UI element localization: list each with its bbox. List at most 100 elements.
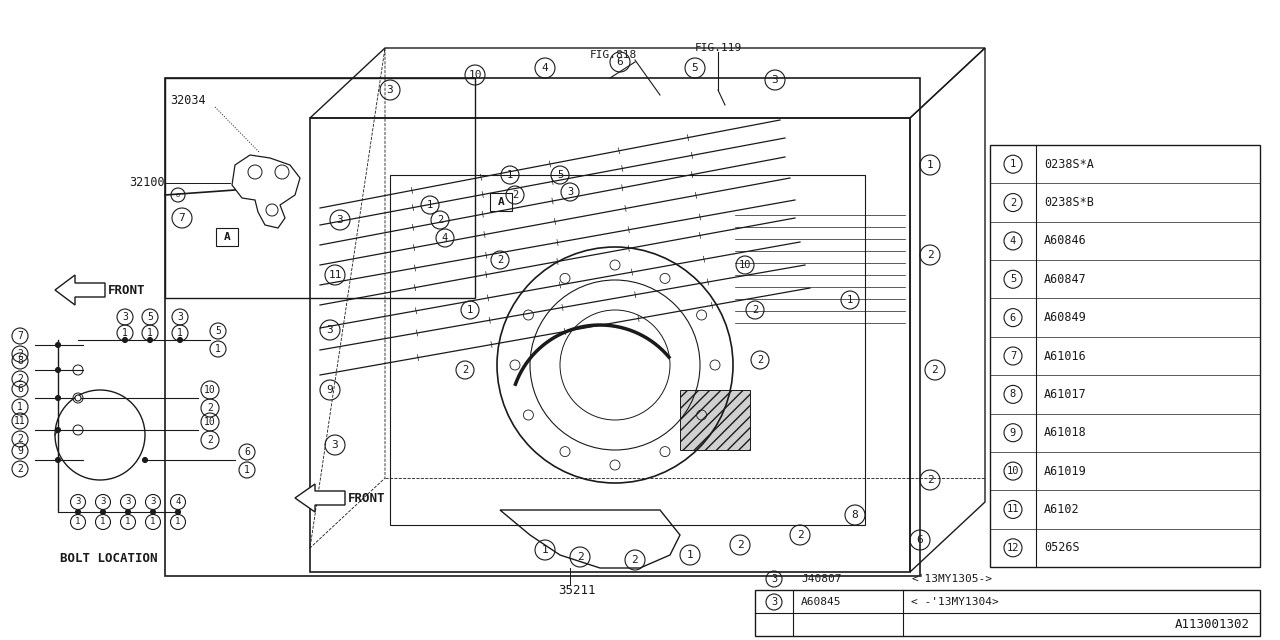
Text: 3: 3 (771, 574, 777, 584)
Text: 9: 9 (1010, 428, 1016, 438)
Text: 3: 3 (150, 497, 156, 506)
Text: 2: 2 (17, 349, 23, 359)
Text: 5: 5 (147, 312, 152, 322)
Text: 2: 2 (927, 475, 933, 485)
Text: A61018: A61018 (1044, 426, 1087, 439)
Text: 2: 2 (1010, 198, 1016, 207)
Text: 6: 6 (617, 57, 623, 67)
Text: 32100: 32100 (129, 177, 165, 189)
Text: FRONT: FRONT (348, 492, 385, 504)
Text: 2: 2 (736, 540, 744, 550)
Text: 10: 10 (204, 385, 216, 395)
Text: 4: 4 (442, 233, 448, 243)
Circle shape (55, 396, 60, 401)
Text: 11: 11 (14, 416, 26, 426)
Circle shape (55, 458, 60, 463)
Text: 1: 1 (847, 295, 854, 305)
Text: 2: 2 (17, 434, 23, 444)
Text: 3: 3 (326, 325, 333, 335)
Text: 8: 8 (1010, 389, 1016, 399)
Text: 2: 2 (751, 305, 758, 315)
Text: A: A (498, 197, 504, 207)
Text: 3: 3 (771, 597, 777, 607)
Text: 0238S*B: 0238S*B (1044, 196, 1094, 209)
Text: <'13MY1305->: <'13MY1305-> (911, 574, 992, 584)
Bar (989, 145, 1260, 567)
Text: A60845: A60845 (801, 597, 841, 607)
Circle shape (76, 509, 81, 515)
Text: 1: 1 (426, 200, 433, 210)
Text: 6: 6 (916, 535, 923, 545)
Text: 0526S: 0526S (1044, 541, 1079, 554)
Text: 3: 3 (337, 215, 343, 225)
Text: 3: 3 (125, 497, 131, 506)
Text: 2: 2 (17, 464, 23, 474)
Text: 1: 1 (1010, 159, 1016, 169)
Circle shape (175, 509, 180, 515)
Text: 1: 1 (175, 518, 180, 527)
Circle shape (178, 337, 183, 342)
Text: 7: 7 (17, 331, 23, 341)
Text: 3: 3 (100, 497, 106, 506)
Text: BOLT LOCATION: BOLT LOCATION (60, 552, 157, 564)
Text: 10: 10 (204, 417, 216, 427)
Text: 11: 11 (1007, 504, 1019, 515)
Text: 1: 1 (244, 465, 250, 475)
Polygon shape (55, 275, 105, 305)
Text: 2: 2 (17, 374, 23, 384)
Text: 10: 10 (468, 70, 481, 80)
Text: 1: 1 (147, 328, 152, 338)
Bar (165, 78, 475, 298)
Text: 2: 2 (631, 555, 639, 565)
Circle shape (151, 509, 155, 515)
Text: 3: 3 (76, 497, 81, 506)
Text: 2: 2 (796, 530, 804, 540)
Bar (216, 228, 238, 246)
Text: 3: 3 (772, 75, 778, 85)
Text: 2: 2 (207, 403, 212, 413)
Circle shape (76, 395, 81, 401)
Text: 2: 2 (436, 215, 443, 225)
Text: 3: 3 (387, 85, 393, 95)
Text: 35211: 35211 (558, 584, 595, 596)
Text: 12: 12 (1007, 543, 1019, 553)
Text: 8: 8 (851, 510, 859, 520)
Bar (755, 590, 1260, 636)
Text: 0238S*A: 0238S*A (1044, 157, 1094, 171)
Circle shape (55, 342, 60, 348)
Text: 7: 7 (1010, 351, 1016, 361)
Text: 1: 1 (100, 518, 106, 527)
Text: 2: 2 (927, 250, 933, 260)
Text: FRONT: FRONT (108, 284, 146, 296)
Text: A61016: A61016 (1044, 349, 1087, 362)
Text: A60849: A60849 (1044, 311, 1087, 324)
Polygon shape (680, 390, 750, 450)
Text: A6102: A6102 (1044, 503, 1079, 516)
Text: 1: 1 (541, 545, 548, 555)
Text: 6: 6 (1010, 312, 1016, 323)
Bar (310, 118, 910, 572)
Text: 2: 2 (512, 190, 518, 200)
Text: 2: 2 (756, 355, 763, 365)
Text: A60847: A60847 (1044, 273, 1087, 286)
Text: 1: 1 (467, 305, 474, 315)
Text: 2: 2 (207, 435, 212, 445)
Text: 9: 9 (17, 446, 23, 456)
Text: 5: 5 (691, 63, 699, 73)
Text: 7: 7 (179, 213, 186, 223)
Text: 3: 3 (177, 312, 183, 322)
Text: 1: 1 (507, 170, 513, 180)
Bar (390, 175, 865, 525)
Text: 32034: 32034 (170, 93, 206, 106)
Text: 1: 1 (927, 160, 933, 170)
Text: A113001302: A113001302 (1175, 618, 1251, 632)
Circle shape (123, 337, 128, 342)
Text: 2: 2 (462, 365, 468, 375)
Text: 1: 1 (76, 518, 81, 527)
Text: 2: 2 (932, 365, 938, 375)
Text: 5: 5 (215, 326, 221, 336)
Circle shape (55, 367, 60, 372)
Text: 2: 2 (576, 552, 584, 562)
Text: 6: 6 (244, 447, 250, 457)
Text: 10: 10 (739, 260, 751, 270)
